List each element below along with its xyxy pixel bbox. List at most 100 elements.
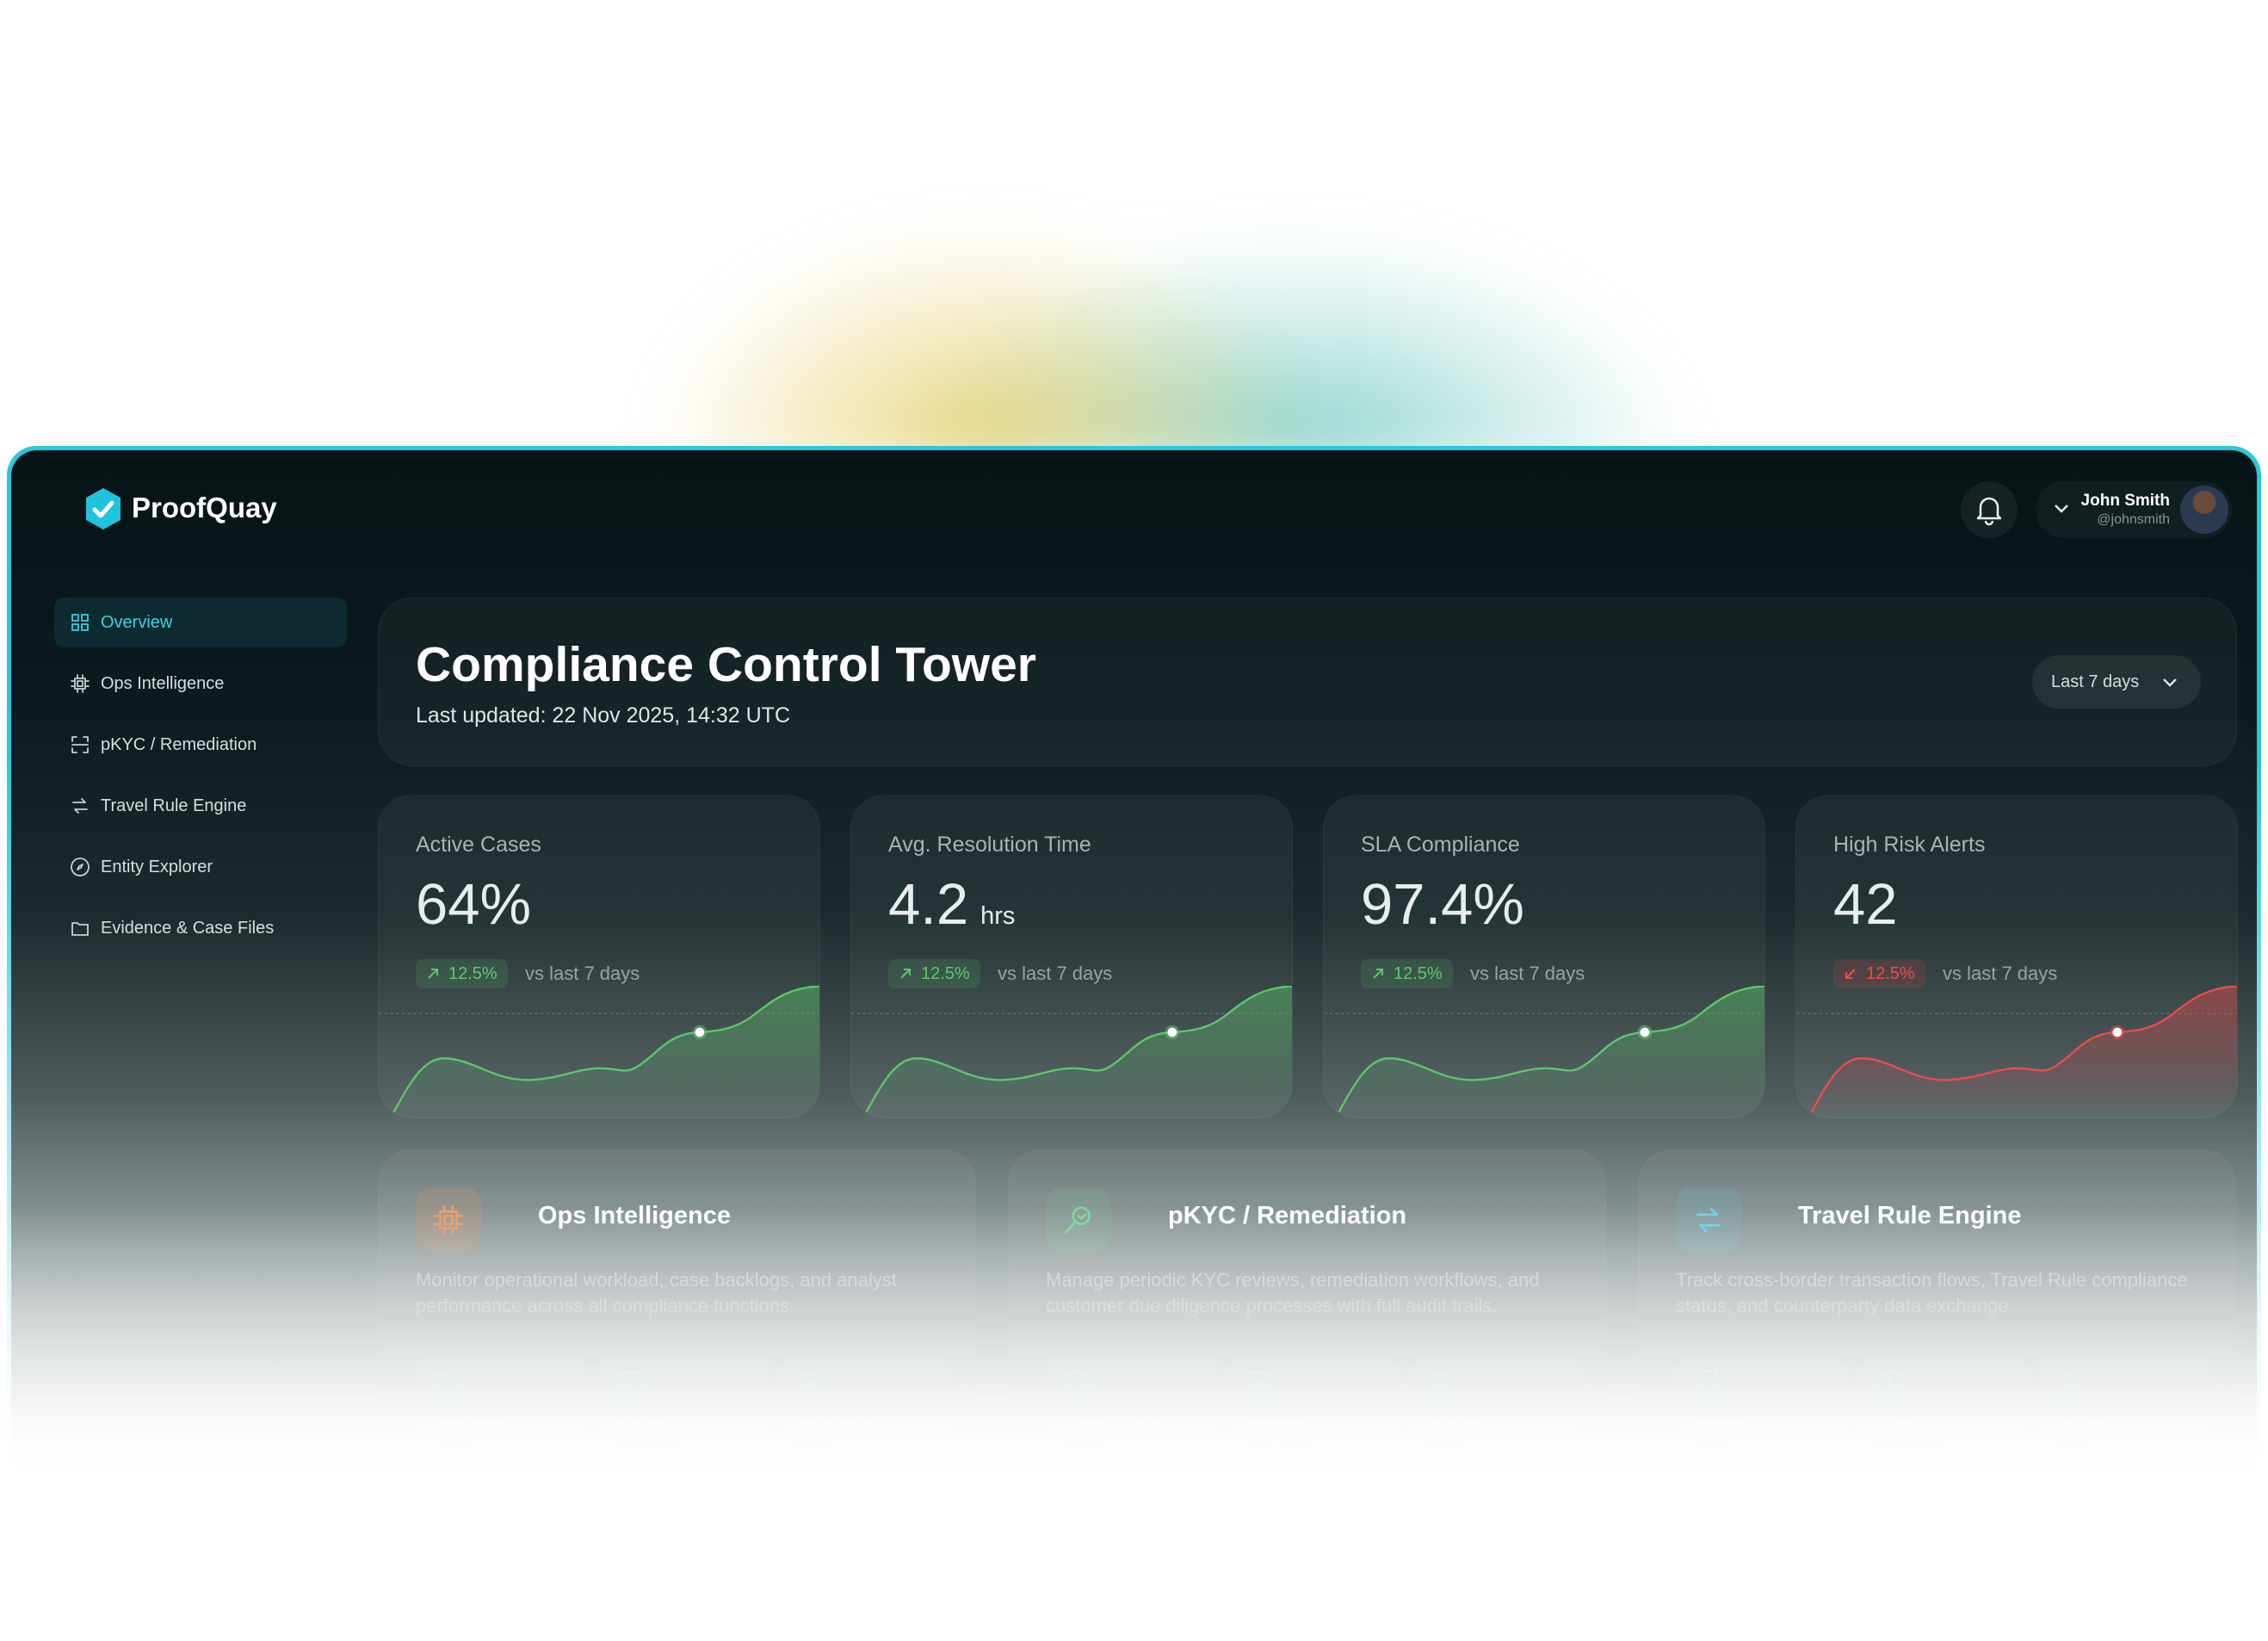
icon <box>2057 1371 2085 1396</box>
stat-tile: High Risk 8.4 <box>1409 1357 1581 1460</box>
header-card: Compliance Control Tower Last updated: 2… <box>378 598 2237 766</box>
module-description: Track cross-border transaction flows, Tr… <box>1676 1269 2188 1316</box>
trend-arrow <box>428 969 438 979</box>
sparkline <box>379 985 819 1118</box>
kpi-value: 42 <box>1833 871 1898 938</box>
icon <box>1064 1370 1091 1397</box>
stat-value: 8.4 <box>798 1430 830 1456</box>
module-description: Monitor operational workload, case backl… <box>416 1269 897 1316</box>
stat-icon <box>1693 1369 1722 1403</box>
stat-icon <box>2056 1369 2086 1403</box>
trend-arrow <box>900 969 911 979</box>
stat-icon <box>1063 1369 1092 1403</box>
kpi-value: 64% <box>416 871 531 938</box>
user-menu[interactable]: John Smith @johnsmith <box>2036 481 2232 538</box>
page-title: Compliance Control Tower <box>416 637 1036 692</box>
stat-tile: Pending Review 127 <box>1046 1357 1218 1460</box>
app-window: ProofQuay John Smith @johnsmith Overview… <box>11 450 2257 1483</box>
kpi-change-value: 12.5% <box>448 964 497 983</box>
stat-value: 127 <box>435 1430 473 1456</box>
sparkline-chart <box>1796 985 2237 1118</box>
kpi-label: SLA Compliance <box>1361 833 1520 857</box>
module-icon <box>1046 1187 1111 1253</box>
kpi-number: 4.2 <box>888 872 969 937</box>
icon <box>71 736 89 753</box>
nav-label: Evidence & Case Files <box>101 918 275 938</box>
stat-label: Flagged <box>2058 1409 2105 1423</box>
kpi-compare: vs last 7 days <box>998 963 1113 984</box>
module-title: Ops Intelligence <box>538 1202 731 1229</box>
sparkline <box>851 985 1292 1118</box>
stat-icon <box>796 1369 825 1403</box>
module-title: pKYC / Remediation <box>1168 1202 1407 1229</box>
stat-value: 8.4 <box>1428 1430 1460 1456</box>
stat-tile: Completed 94.7% <box>1227 1357 1400 1460</box>
kpi-unit: hrs <box>980 902 1016 930</box>
icon <box>71 674 90 693</box>
nav-item[interactable]: Entity Explorer <box>54 842 347 892</box>
stat-label: Pending Review <box>1065 1409 1159 1423</box>
kpi-change-value: 12.5% <box>1394 964 1443 983</box>
stat-tile: Alerts/Analyst 8.4 <box>779 1357 951 1460</box>
icon <box>71 858 90 876</box>
kpi-change: 12.5% <box>416 959 508 988</box>
trend-arrow <box>1373 969 1383 979</box>
stat-value: 94.7% <box>1246 1430 1310 1456</box>
kpi-change-value: 12.5% <box>921 964 970 983</box>
module-card[interactable]: Ops Intelligence Monitor operational work… <box>378 1149 976 1483</box>
nav-item[interactable]: Overview <box>54 598 347 647</box>
stat-icon <box>1875 1369 1904 1403</box>
stat-label: Case Backlog <box>435 1409 515 1423</box>
user-name: John Smith <box>2080 492 2170 510</box>
sparkline-chart <box>379 985 819 1118</box>
kpi-value: 97.4% <box>1361 871 1524 938</box>
icon <box>72 798 88 814</box>
kpi-card: SLA Compliance 97.4% 12.5% vs last 7 days <box>1323 795 1765 1118</box>
icon <box>71 922 89 936</box>
chevron-down <box>2163 678 2177 687</box>
brand: ProofQuay <box>132 492 277 523</box>
kpi-change: 12.5% <box>888 959 980 988</box>
stat-icon <box>1245 1369 1274 1403</box>
kpi-compare: vs last 7 days <box>525 963 640 984</box>
kpi-value: 4.2 hrs <box>888 871 1015 938</box>
stat-tile: Flagged 8.4 <box>2039 1357 2211 1460</box>
notifications-button[interactable] <box>1961 481 2018 538</box>
icon <box>800 1371 822 1396</box>
avatar <box>2180 486 2228 534</box>
module-card[interactable]: Travel Rule Engine Track cross-border tra… <box>1638 1149 2236 1483</box>
nav-item[interactable]: pKYC / Remediation <box>54 720 347 770</box>
app-frame: ProofQuay John Smith @johnsmith Overview… <box>7 446 2261 1488</box>
icon <box>1696 1207 1721 1233</box>
icon <box>1427 1371 1455 1396</box>
stat-label: Compliant <box>1695 1409 1753 1423</box>
stat-value: 127 <box>1065 1430 1103 1456</box>
module-title: Travel Rule Engine <box>1798 1202 2022 1229</box>
module-description: Manage periodic KYC reviews, remediation… <box>1046 1269 1540 1316</box>
sparkline-chart <box>851 985 1292 1118</box>
stat-label: High Risk <box>1428 1409 1484 1423</box>
kpi-label: Avg. Resolution Time <box>888 833 1091 857</box>
nav-item[interactable]: Travel Rule Engine <box>54 781 347 831</box>
trend-arrow <box>1845 969 1856 979</box>
nav-label: Overview <box>101 612 173 632</box>
icon <box>1065 1206 1091 1234</box>
background-glow <box>516 103 1808 465</box>
icon <box>616 1371 642 1396</box>
nav-label: Entity Explorer <box>101 857 213 876</box>
last-updated: Last updated: 22 Nov 2025, 14:32 UTC <box>416 703 791 728</box>
module-card[interactable]: pKYC / Remediation Manage periodic KYC re… <box>1008 1149 1606 1483</box>
icon <box>1246 1371 1272 1396</box>
stat-icon <box>433 1369 462 1403</box>
kpi-compare: vs last 7 days <box>1470 963 1585 984</box>
logo-icon <box>86 488 121 529</box>
date-range-dropdown[interactable]: Last 7 days <box>2032 655 2201 709</box>
kpi-change: 12.5% <box>1833 959 1925 988</box>
nav-item[interactable]: Ops Intelligence <box>54 659 347 709</box>
sparkline <box>1324 985 1764 1118</box>
nav-item[interactable]: Evidence & Case Files <box>54 903 347 953</box>
sparkline-chart <box>1324 985 1764 1118</box>
kpi-card: Active Cases 64% 12.5% vs last 7 days <box>378 795 820 1118</box>
